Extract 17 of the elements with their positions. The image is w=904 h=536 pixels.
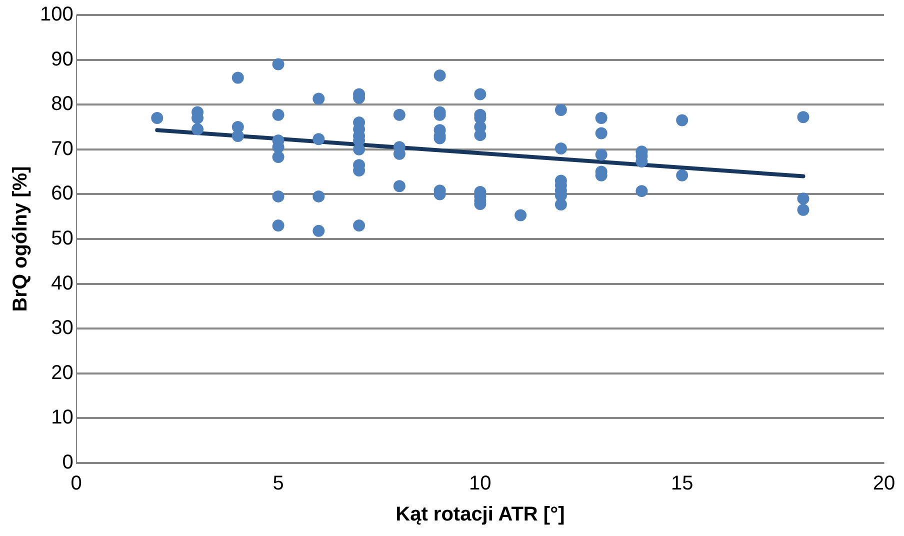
x-tick-label: 15 bbox=[670, 472, 694, 495]
y-tick-label: 90 bbox=[51, 48, 74, 70]
y-tick-label: 70 bbox=[51, 138, 74, 160]
x-tick-label: 10 bbox=[469, 472, 492, 495]
y-tick-label: 20 bbox=[51, 362, 74, 384]
y-tick-label: 60 bbox=[51, 182, 74, 205]
y-tick-label: 10 bbox=[51, 406, 74, 429]
y-tick-label: 80 bbox=[51, 93, 74, 116]
y-axis-title: BrQ ogólny [%] bbox=[10, 166, 32, 312]
x-tick-label: 20 bbox=[872, 472, 896, 495]
y-tick-label: 40 bbox=[51, 272, 74, 294]
x-axis-title: Kąt rotacji ATR [°] bbox=[396, 504, 565, 526]
y-tick-label: 0 bbox=[62, 452, 74, 474]
y-tick-label: 30 bbox=[51, 317, 74, 340]
x-tick-label: 5 bbox=[272, 472, 284, 495]
y-tick-label: 100 bbox=[40, 4, 74, 26]
y-tick-label: 50 bbox=[51, 228, 74, 250]
